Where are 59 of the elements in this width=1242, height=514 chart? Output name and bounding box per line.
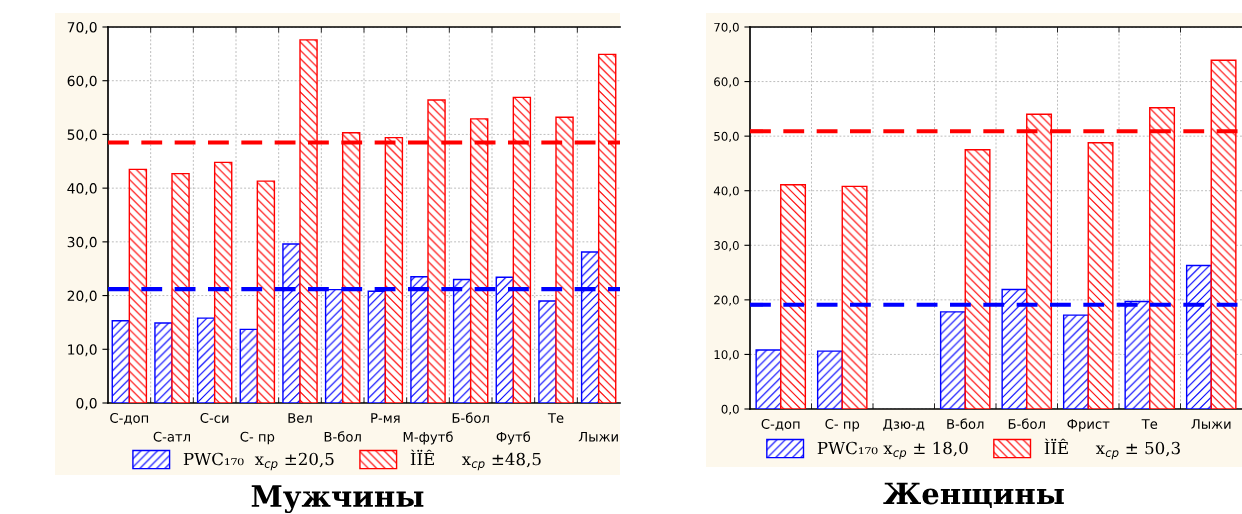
x-tick-label: Лыжи <box>578 431 618 442</box>
x-tick-label: Вел <box>288 413 312 423</box>
x-tick-label: Б-бол <box>1008 418 1045 429</box>
y-tick-label: 0,0 <box>76 397 97 410</box>
x-tick-label: Те <box>1141 419 1158 429</box>
y-tick-label: 10,0 <box>714 350 739 361</box>
bar <box>538 300 557 403</box>
legend-label: ÌÏÊ x$_{ср}$ ±48,5 <box>410 449 541 471</box>
x-tick-label: С-си <box>200 412 229 423</box>
x-tick-label: Фрист <box>1067 419 1110 432</box>
y-tick-label: 70,0 <box>67 21 97 34</box>
y-tick-label: 50,0 <box>714 131 739 142</box>
bar <box>841 185 868 409</box>
y-tick-label: 20,0 <box>67 290 97 303</box>
y-tick-label: 30,0 <box>67 236 97 249</box>
x-tick-label: Дзю-д <box>883 419 925 431</box>
legend-label: PWC₁₇₀ x$_{ср}$ ±20,5 <box>183 452 334 471</box>
bar <box>939 311 966 409</box>
x-tick-label: Футб <box>496 431 531 445</box>
legend-label: ÌÏÊ x$_{ср}$ ± 50,3 <box>1044 438 1180 460</box>
x-tick-label: Лыжи <box>1191 419 1231 429</box>
x-tick-label: С-доп <box>110 412 149 425</box>
bar <box>111 320 131 403</box>
bar <box>256 180 276 403</box>
x-tick-label: В-бол <box>947 418 984 429</box>
bar <box>128 168 148 403</box>
bar <box>964 149 991 409</box>
y-tick-label: 40,0 <box>713 186 739 197</box>
y-tick-label: 60,0 <box>67 75 97 88</box>
y-tick-label: 60,0 <box>714 77 739 88</box>
x-tick-label: С- пр <box>825 418 860 432</box>
x-tick-label: Те <box>547 413 564 423</box>
bar <box>171 172 190 403</box>
x-tick-label: Р-мя <box>371 413 400 423</box>
x-tick-label: С-доп <box>761 418 800 431</box>
bar <box>213 161 233 403</box>
x-tick-label: Б-бол <box>452 412 489 423</box>
y-tick-label: 70,0 <box>714 22 739 33</box>
y-tick-label: 20,0 <box>714 295 739 306</box>
y-tick-label: 40,0 <box>67 183 97 196</box>
y-tick-label: 0,0 <box>721 404 739 415</box>
text: Женщины <box>883 482 1064 509</box>
y-tick-label: 50,0 <box>67 129 97 142</box>
bar <box>1087 141 1114 409</box>
x-tick-label: М-футб <box>403 431 453 445</box>
bar <box>780 184 807 409</box>
bar <box>154 322 173 403</box>
legend-label: PWC₁₇₀ x$_{ср}$ ± 18,0 <box>817 441 968 460</box>
x-tick-label: В-бол <box>324 431 361 442</box>
bar <box>196 317 216 403</box>
y-tick-label: 10,0 <box>68 344 97 357</box>
x-tick-label: С- пр <box>240 431 275 445</box>
bar <box>1062 314 1089 409</box>
bar <box>755 349 782 409</box>
bar <box>816 350 843 409</box>
y-tick-label: 30,0 <box>714 241 739 252</box>
text: Мужчины <box>251 485 424 514</box>
x-tick-label: С-атл <box>153 431 190 442</box>
bar <box>239 328 259 403</box>
